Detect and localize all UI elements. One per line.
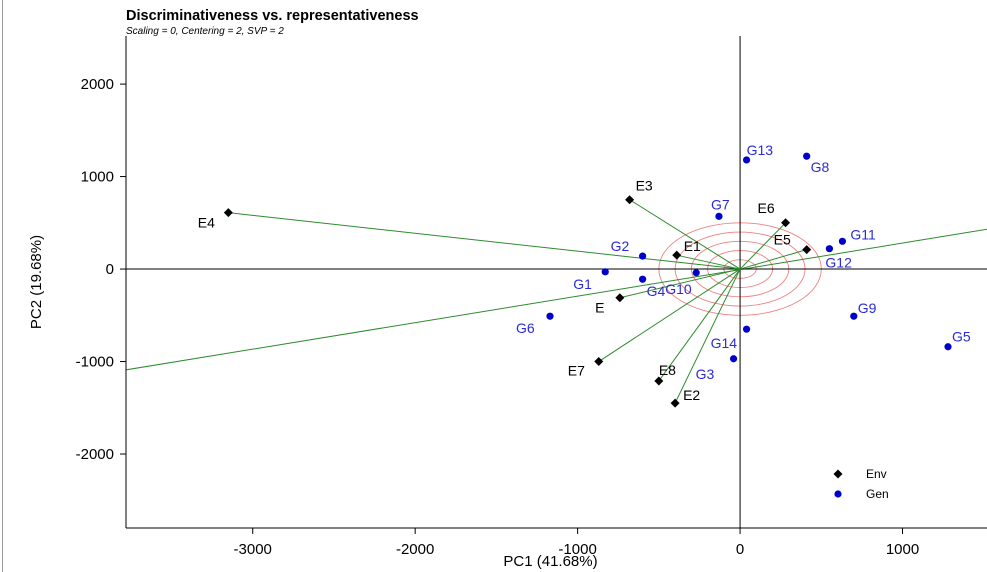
env-label-e7: E7 xyxy=(568,363,585,379)
y-tick-label: -1000 xyxy=(76,354,114,371)
legend-label-gen: Gen xyxy=(866,487,889,501)
env-label-e2: E2 xyxy=(683,387,700,403)
left-border-line xyxy=(2,0,3,572)
gen-label-g6: G6 xyxy=(516,320,535,336)
env-label-e5: E5 xyxy=(774,232,791,248)
env-point-e1 xyxy=(672,250,682,260)
x-tick-label: 1000 xyxy=(886,541,919,558)
env-point-e4 xyxy=(223,208,233,218)
gen-label-g4: G4 xyxy=(647,283,666,299)
gen-point-g6 xyxy=(546,312,554,320)
y-tick-label: 2000 xyxy=(81,76,114,93)
gen-label-g13: G13 xyxy=(747,142,774,158)
env-label-e1: E1 xyxy=(684,238,701,254)
x-tick-label: -3000 xyxy=(234,541,272,558)
gen-label-g3: G3 xyxy=(696,366,715,382)
env-label-e6: E6 xyxy=(758,200,775,216)
env-vector-e1 xyxy=(676,254,741,270)
gen-point-g7 xyxy=(715,212,723,220)
gen-point-g14 xyxy=(742,325,751,333)
gen-point-g3 xyxy=(729,355,738,363)
env-label-e4: E4 xyxy=(198,215,215,231)
env-vector-e2 xyxy=(674,268,741,404)
env-point-e2 xyxy=(670,398,680,408)
gen-label-g1: G1 xyxy=(573,276,592,292)
gen-point-g8 xyxy=(803,152,811,160)
env-vector-e4 xyxy=(228,212,741,270)
gen-point-g10 xyxy=(692,269,700,277)
gen-point-g2 xyxy=(639,252,647,260)
gen-label-g7: G7 xyxy=(711,196,730,212)
env-point-e3 xyxy=(625,195,635,205)
env-point-e5 xyxy=(802,245,812,255)
chart-subtitle: Scaling = 0, Centering = 2, SVP = 2 xyxy=(126,26,284,37)
legend-marker-env xyxy=(833,469,843,479)
x-tick-label: -1000 xyxy=(558,541,596,558)
y-tick-label: -2000 xyxy=(76,446,114,463)
gen-label-g2: G2 xyxy=(611,238,630,254)
x-tick-label: -2000 xyxy=(396,541,434,558)
gen-label-g9: G9 xyxy=(858,300,877,316)
average-environment-axis xyxy=(126,228,987,371)
legend-label-env: Env xyxy=(866,467,887,481)
y-tick-label: 0 xyxy=(106,261,114,278)
gen-label-g8: G8 xyxy=(811,159,830,175)
env-label-e8: E8 xyxy=(659,362,676,378)
gen-label-g10: G10 xyxy=(665,281,692,297)
y-axis-label: PC2 (19.68%) xyxy=(28,235,45,329)
gen-label-g14: G14 xyxy=(711,335,738,351)
gen-label-g12: G12 xyxy=(825,255,852,271)
env-point-e xyxy=(615,293,625,303)
gen-label-g11: G11 xyxy=(850,226,876,242)
gen-point-g1 xyxy=(601,268,609,276)
gen-point-g4 xyxy=(639,275,647,283)
y-tick-label: 1000 xyxy=(81,169,114,186)
gen-label-g5: G5 xyxy=(952,329,971,345)
chart-title: Discriminativeness vs. representativenes… xyxy=(126,8,419,24)
env-vector-e8 xyxy=(658,268,741,382)
gen-point-g12 xyxy=(825,245,834,253)
env-point-e7 xyxy=(594,357,604,367)
legend-marker-gen xyxy=(834,490,842,498)
x-axis-label: PC1 (41.68%) xyxy=(503,553,597,570)
env-point-e8 xyxy=(654,376,664,386)
env-vector-e xyxy=(619,268,741,299)
gen-point-g11 xyxy=(838,237,847,245)
gen-point-g5 xyxy=(944,343,952,351)
env-label-e: E xyxy=(595,300,604,316)
env-vector-e5 xyxy=(739,249,807,270)
env-point-e6 xyxy=(781,218,791,228)
env-vector-e7 xyxy=(598,268,741,362)
env-label-e3: E3 xyxy=(636,178,653,194)
x-tick-label: 0 xyxy=(736,541,744,558)
env-vector-e3 xyxy=(629,199,741,270)
gen-point-g13 xyxy=(742,156,751,164)
gen-point-g9 xyxy=(850,312,858,320)
env-vector-e6 xyxy=(739,222,786,270)
